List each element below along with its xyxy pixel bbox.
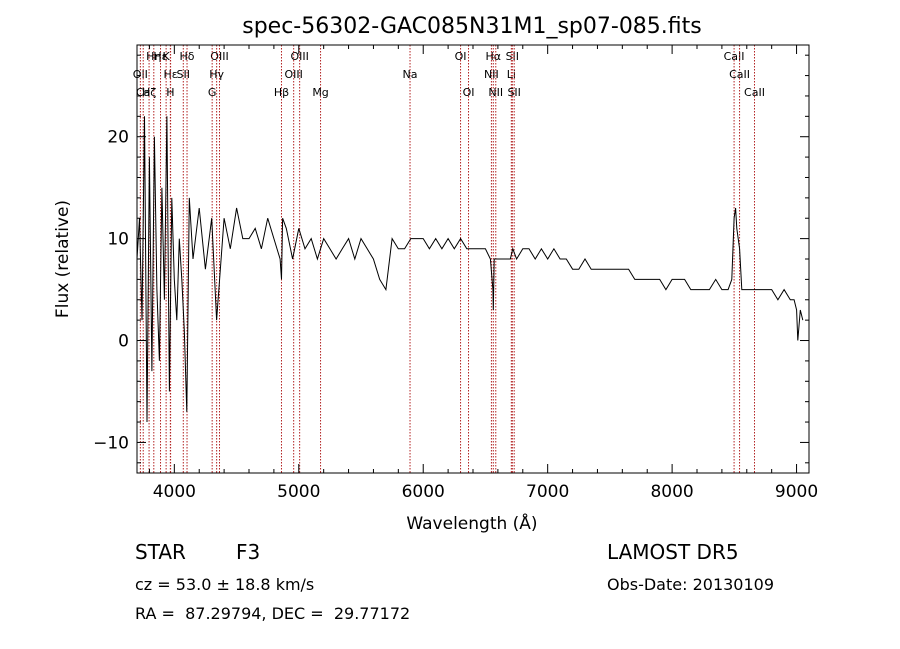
spectral-line-label-11: Hγ	[209, 68, 224, 81]
x-tick-label: 8000	[650, 482, 693, 502]
spectral-line-label-15: OIII	[284, 68, 302, 81]
spectral-line-label-21: NII	[484, 68, 499, 81]
spectral-line-label-26: CaII	[724, 50, 745, 63]
spectral-line-label-12: G	[208, 86, 217, 99]
y-axis-label: Flux (relative)	[53, 200, 73, 318]
spectral-line-label-22: NII	[488, 86, 503, 99]
plot-frame	[136, 44, 810, 474]
x-tick-label: 7000	[526, 482, 569, 502]
spectral-line-label-17: Na	[403, 68, 418, 81]
spectral-line-label-3: Hε	[153, 50, 167, 63]
spectral-line-label-13: Hβ	[274, 86, 289, 99]
axes: 4000 5000 6000 7000 8000 9000 −10 0 10 20	[93, 45, 818, 502]
x-tick-label: 5000	[277, 482, 320, 502]
spectral-line-label-0: Hη	[146, 50, 161, 63]
spectral-line-label-19: OI	[463, 86, 475, 99]
spectral-line-label-5: K	[163, 50, 171, 63]
x-tick-label: 6000	[402, 482, 445, 502]
y-tick-label: −10	[93, 433, 129, 453]
survey-name: LAMOST DR5	[607, 540, 739, 564]
chart-title: spec-56302-GAC085N31M1_sp07-085.fits	[242, 14, 702, 39]
spectral-line-label-20: Hα	[486, 50, 502, 63]
y-tick-label: 20	[107, 128, 129, 148]
spectrum-line-0	[136, 116, 804, 423]
object-type: STAR	[135, 540, 186, 564]
spectral-line-label-10: OIII	[210, 50, 228, 63]
spectral-line-label-1: OII	[133, 68, 148, 81]
spectral-line-label-14: OIII	[290, 50, 308, 63]
spectral-line-label-7: H	[166, 86, 174, 99]
coordinates: RA = 87.29794, DEC = 29.77172	[135, 604, 411, 623]
redshift-value: cz = 53.0 ± 18.8 km/s	[135, 575, 315, 594]
spectral-line-label-9: SII	[177, 68, 190, 81]
object-subclass: F3	[236, 540, 261, 564]
spectral-line-label-24: Li	[507, 68, 516, 81]
y-tick-label: 0	[118, 332, 129, 352]
x-tick-label: 9000	[775, 482, 818, 502]
spectral-line-label-27: CaII	[729, 68, 750, 81]
spectral-line-label-18: OI	[455, 50, 467, 63]
y-tick-label: 10	[107, 230, 129, 250]
spectral-line-label-28: CaII	[744, 86, 765, 99]
spectrum-series	[136, 116, 804, 423]
spectral-line-label-25: SII	[507, 86, 520, 99]
x-tick-label: 4000	[153, 482, 196, 502]
spectral-line-label-6: Hε	[163, 68, 177, 81]
spectral-line-label-4: Hζ	[142, 86, 156, 99]
observation-date: Obs-Date: 20130109	[607, 575, 775, 594]
spectral-line-label-8: Hδ	[180, 50, 195, 63]
x-axis-label: Wavelength (Å)	[406, 512, 537, 534]
spectral-line-label-16: Mg	[312, 86, 328, 99]
spectral-line-label-23: SII	[506, 50, 519, 63]
